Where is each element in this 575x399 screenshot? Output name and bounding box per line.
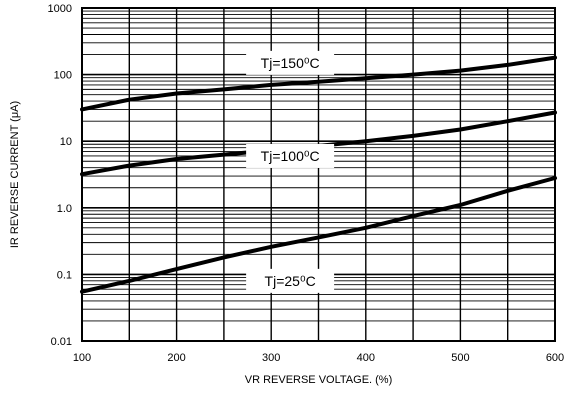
curve-label-box: [246, 143, 335, 168]
y-tick-label: 0.1: [57, 269, 72, 281]
y-tick-label: 100: [54, 70, 72, 82]
curve-labels: Tj=150⁰C Tj=100⁰C Tj=25⁰C: [246, 50, 335, 293]
curve-label: Tj=150⁰C: [261, 55, 320, 71]
x-tick-label: 400: [357, 352, 375, 364]
series-line: [80, 55, 557, 112]
x-axis-label: VR REVERSE VOLTAGE. (%): [245, 374, 393, 386]
x-tick-label: 600: [546, 352, 564, 364]
y-tick-label: 1.0: [57, 203, 72, 215]
plot-frame: [81, 7, 556, 342]
x-tick-label: 100: [73, 352, 91, 364]
y-axis-label: IR REVERSE CURRENT (μA): [9, 101, 21, 248]
x-tick-label: 300: [262, 352, 280, 364]
y-tick-label: 10: [60, 136, 72, 148]
curve-label: Tj=100⁰C: [261, 148, 320, 164]
x-tick-labels: 100 200 300 400 500 600: [73, 352, 564, 364]
curve-label-box: [246, 268, 335, 293]
x-tick-label: 500: [451, 352, 469, 364]
y-tick-label: 0.01: [51, 336, 72, 348]
x-tick-label: 200: [167, 352, 185, 364]
curve-label-box: [246, 50, 335, 75]
y-tick-label: 1000: [48, 3, 72, 15]
curve-label: Tj=25⁰C: [265, 273, 316, 289]
series-line: [80, 176, 557, 294]
y-tick-labels: 0.01 0.1 1.0 10 100 1000: [48, 3, 72, 348]
